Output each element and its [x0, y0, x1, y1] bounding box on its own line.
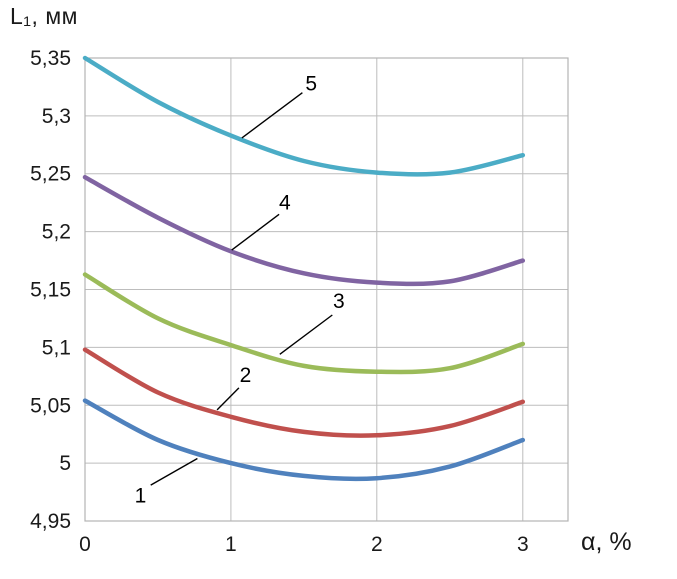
annotation-leader-line-3	[279, 314, 333, 355]
annotation-label-4: 4	[279, 192, 291, 215]
y-tick-label: 5,2	[42, 221, 71, 244]
annotation-leader-line-4	[231, 213, 280, 251]
annotation-label-5: 5	[305, 73, 317, 96]
annotation-leader-line-2	[216, 387, 240, 411]
annotation-label-3: 3	[333, 290, 345, 313]
y-tick-label: 5,35	[30, 47, 71, 70]
y-tick-label: 5,05	[30, 394, 71, 417]
x-tick-label: 3	[517, 533, 529, 556]
x-tick-label: 2	[371, 533, 383, 556]
y-tick-label: 5,3	[42, 105, 71, 128]
x-tick-label: 1	[225, 533, 237, 556]
x-axis-tick-labels: 0 1 2 3	[79, 533, 528, 556]
y-tick-label: 4,95	[30, 510, 71, 533]
annotation-label-2: 2	[240, 364, 252, 387]
annotation-leader-line-1	[150, 457, 198, 486]
plot-border	[84, 57, 569, 522]
annotation-leader-line-5	[241, 92, 303, 139]
x-axis-title: α, %	[581, 528, 632, 556]
y-tick-label: 5,15	[30, 279, 71, 302]
series-3-line	[82, 272, 526, 375]
annotations: 1 2 3 4 5	[135, 73, 345, 508]
series-1-line	[82, 398, 526, 482]
series-5-line	[82, 55, 526, 177]
series-4-line	[82, 174, 526, 287]
y-axis-tick-labels: 4,95 5 5,05 5,1 5,15 5,2 5,25 5,3 5,35	[30, 47, 71, 533]
annotation-label-1: 1	[135, 485, 147, 508]
y-tick-label: 5,25	[30, 163, 71, 186]
series-2-line	[82, 347, 526, 438]
x-tick-label: 0	[79, 533, 91, 556]
y-tick-label: 5,1	[42, 336, 71, 359]
y-axis-title: L₁, мм	[10, 3, 78, 29]
y-tick-label: 5	[59, 452, 71, 475]
